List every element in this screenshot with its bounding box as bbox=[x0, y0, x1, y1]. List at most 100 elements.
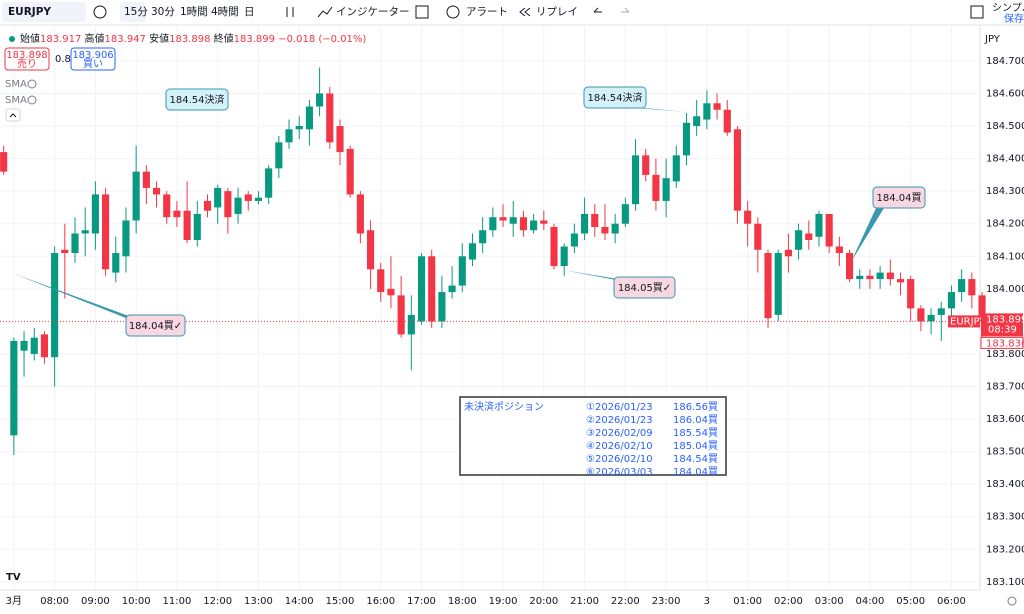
candle-body bbox=[509, 217, 517, 224]
position-cell: ④2026/02/10 bbox=[586, 441, 653, 452]
candle-body bbox=[784, 249, 792, 257]
alert-icon[interactable] bbox=[446, 5, 460, 19]
x-tick-label: 20:00 bbox=[529, 596, 558, 607]
candle-body bbox=[519, 217, 527, 231]
candle-body bbox=[896, 279, 905, 283]
callout-pointer bbox=[851, 208, 884, 262]
y-tick-label: 184.500 bbox=[986, 121, 1024, 132]
undo-icon[interactable] bbox=[593, 7, 602, 13]
candle-body bbox=[560, 246, 568, 267]
replay-icon[interactable] bbox=[519, 7, 531, 17]
callout-text: 184.54決済 bbox=[588, 91, 643, 104]
layout-icon[interactable] bbox=[970, 5, 984, 19]
y-tick-label: 183.200 bbox=[986, 544, 1024, 555]
candle-body bbox=[662, 178, 670, 201]
x-tick-label: 13:00 bbox=[244, 596, 273, 607]
candle-body bbox=[71, 233, 79, 254]
indicator-label: SMA bbox=[5, 95, 27, 106]
y-tick-label: 184.700 bbox=[986, 56, 1024, 67]
indicator-icon[interactable] bbox=[317, 6, 333, 18]
save[interactable]: 保存 bbox=[1004, 12, 1024, 25]
replay[interactable]: リプレイ bbox=[536, 6, 578, 18]
candle-body bbox=[0, 152, 8, 172]
candle-body bbox=[51, 253, 59, 358]
ohlc-label: 安値 bbox=[149, 32, 169, 45]
price-tag bbox=[948, 315, 980, 328]
candle-body bbox=[366, 230, 375, 270]
candle-body bbox=[764, 253, 772, 319]
candle-body bbox=[570, 233, 578, 247]
candle-body bbox=[40, 334, 49, 358]
templates-icon[interactable] bbox=[415, 5, 429, 19]
y-tick-label: 183.300 bbox=[986, 512, 1024, 523]
candle-body bbox=[530, 220, 538, 231]
symbol-box[interactable] bbox=[2, 2, 86, 22]
ohlc-label: 高値 bbox=[85, 32, 105, 45]
candle-body bbox=[927, 314, 935, 322]
y-tick-label: 183.800 bbox=[986, 349, 1024, 360]
candle-body bbox=[958, 279, 966, 293]
x-tick-label: 22:00 bbox=[611, 596, 640, 607]
candle-body bbox=[122, 220, 130, 257]
sell-label[interactable]: 売り bbox=[17, 57, 37, 70]
x-tick-label: 06:00 bbox=[937, 596, 966, 607]
callout bbox=[872, 186, 926, 209]
candle-body bbox=[285, 129, 293, 143]
candle-body bbox=[672, 155, 680, 182]
callout bbox=[583, 86, 647, 109]
buy-price[interactable]: 183.906 bbox=[72, 50, 113, 61]
interval[interactable]: 日 bbox=[244, 6, 255, 18]
candle-body bbox=[540, 220, 548, 224]
candle-body bbox=[244, 194, 252, 201]
add-icon[interactable] bbox=[93, 5, 107, 19]
alert[interactable]: アラート bbox=[466, 6, 508, 18]
indicators[interactable]: インジケーター bbox=[336, 6, 410, 18]
collapse-button[interactable] bbox=[5, 108, 21, 122]
candle-body bbox=[754, 223, 762, 250]
sell-button[interactable] bbox=[4, 47, 50, 71]
interval[interactable]: 30分 bbox=[151, 6, 175, 18]
candle-body bbox=[581, 213, 589, 234]
candle-body bbox=[835, 246, 843, 254]
candle-body bbox=[214, 187, 222, 208]
chart-type-icon[interactable] bbox=[286, 7, 294, 17]
sell-price[interactable]: 183.898 bbox=[6, 50, 47, 61]
y-tick-label: 183.700 bbox=[986, 382, 1024, 393]
interval[interactable]: 1時間 bbox=[180, 6, 208, 18]
y-tick-label: 184.200 bbox=[986, 219, 1024, 230]
currency[interactable]: JPY bbox=[984, 34, 1001, 45]
candle-body bbox=[866, 275, 874, 280]
candle-body bbox=[458, 256, 466, 286]
buy-label[interactable]: 買い bbox=[83, 58, 103, 70]
position-cell: 186.04買 bbox=[673, 414, 718, 426]
candle-body bbox=[61, 249, 69, 254]
candle-body bbox=[407, 314, 415, 335]
candle-body bbox=[723, 109, 731, 133]
candle-body bbox=[224, 191, 232, 218]
price-box-countdown: 08:39 bbox=[988, 324, 1017, 335]
hide-icon[interactable] bbox=[27, 79, 37, 89]
settings-icon[interactable] bbox=[1007, 596, 1017, 606]
interval[interactable]: 15分 bbox=[124, 6, 148, 18]
callout-text: 184.05買✓ bbox=[618, 282, 671, 294]
interval[interactable]: 4時間 bbox=[211, 6, 239, 18]
position-cell: ⑥2026/03/03 bbox=[586, 467, 653, 478]
y-tick-label: 183.500 bbox=[986, 447, 1024, 458]
candle-body bbox=[733, 129, 742, 211]
buy-button[interactable] bbox=[70, 47, 116, 71]
ohlc-label: 始値 bbox=[20, 32, 40, 45]
candle-body bbox=[591, 213, 599, 227]
hide-icon[interactable] bbox=[27, 95, 37, 105]
candle-body bbox=[815, 213, 823, 237]
symbol[interactable]: EURJPY bbox=[8, 6, 51, 18]
candle-body bbox=[642, 155, 650, 175]
candle-body bbox=[193, 213, 201, 240]
candle-body bbox=[20, 340, 28, 351]
y-tick-label: 184.400 bbox=[986, 154, 1024, 165]
x-tick-label: 21:00 bbox=[570, 596, 599, 607]
candle-body bbox=[417, 256, 426, 322]
interval-active bbox=[120, 2, 146, 22]
candle-body bbox=[713, 103, 721, 110]
candle-body bbox=[917, 308, 925, 322]
layout[interactable]: シンプル bbox=[992, 2, 1024, 14]
